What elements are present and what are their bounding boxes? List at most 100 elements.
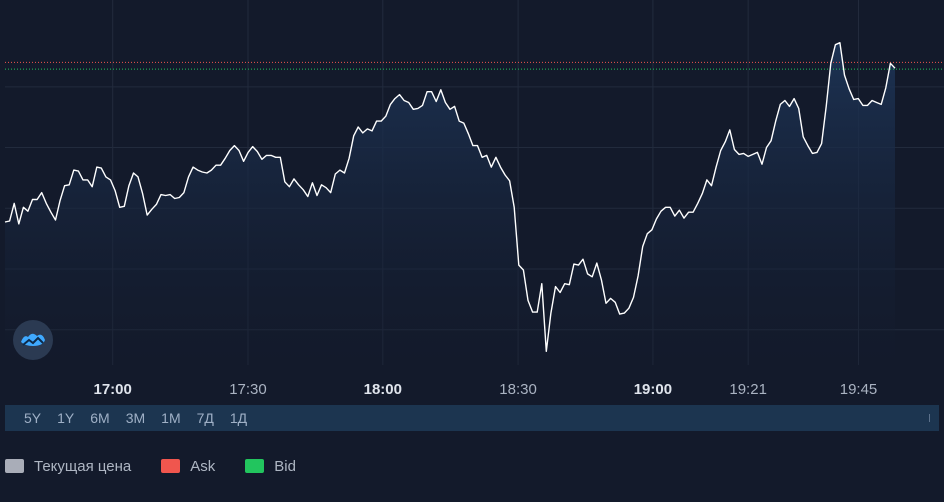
price-point	[192, 166, 195, 169]
price-point	[366, 127, 369, 130]
price-point	[453, 105, 456, 108]
price-line[interactable]	[4, 42, 896, 352]
price-point	[426, 90, 429, 93]
price-chart[interactable]: 17:00 17:30 18:00 18:30 19:00 19:21 19:45	[0, 0, 944, 400]
x-tick-label: 17:30	[229, 381, 267, 398]
legend-label-bid: Bid	[274, 457, 296, 475]
price-point	[591, 275, 594, 278]
price-point	[554, 285, 557, 288]
price-point	[857, 97, 860, 100]
x-tick-label: 19:45	[840, 381, 878, 398]
price-point	[403, 99, 406, 102]
price-point	[260, 158, 263, 161]
price-point	[114, 189, 117, 192]
price-point	[692, 211, 695, 214]
period-bar-handle[interactable]	[929, 414, 930, 422]
price-point	[829, 62, 832, 65]
price-point	[462, 122, 465, 125]
x-tick-label: 19:21	[729, 381, 767, 398]
price-point	[86, 178, 89, 181]
period-1m-button[interactable]: 1M	[161, 410, 181, 426]
price-point	[68, 183, 71, 186]
price-point	[701, 192, 704, 195]
price-point	[444, 101, 447, 104]
price-point	[242, 160, 245, 163]
period-1y-button[interactable]: 1Y	[57, 410, 75, 426]
price-point	[150, 208, 153, 211]
price-point	[783, 99, 786, 102]
price-point	[522, 269, 525, 272]
price-point	[705, 178, 708, 181]
price-point	[458, 120, 461, 123]
price-point	[834, 43, 837, 46]
price-point	[894, 67, 897, 70]
price-point	[572, 263, 575, 266]
price-point	[228, 149, 231, 152]
price-point	[256, 150, 259, 153]
price-point	[22, 206, 25, 209]
price-point	[104, 175, 107, 178]
period-6m-button[interactable]: 6M	[90, 410, 110, 426]
legend-item-bid[interactable]: Bid	[245, 458, 296, 475]
period-3m-button[interactable]: 3M	[125, 410, 146, 426]
price-point	[17, 222, 20, 225]
price-point	[320, 183, 323, 186]
price-point	[788, 105, 791, 108]
price-point	[325, 186, 328, 189]
price-point	[779, 103, 782, 106]
price-point	[806, 144, 809, 147]
price-point	[95, 166, 98, 169]
price-point	[164, 194, 167, 197]
price-point	[632, 296, 635, 299]
legend-label-current-price: Текущая цена	[34, 457, 132, 475]
price-point	[233, 144, 236, 147]
price-point	[407, 101, 410, 104]
price-point	[132, 172, 135, 175]
price-point	[82, 178, 85, 181]
price-point	[219, 164, 222, 167]
x-axis: 17:00 17:30 18:00 18:30 19:00 19:21 19:45	[94, 381, 878, 398]
period-7d-button[interactable]: 7Д	[196, 410, 214, 426]
price-point	[109, 178, 112, 181]
price-point	[49, 211, 52, 214]
period-1d-button[interactable]: 1Д	[229, 410, 248, 426]
price-point	[641, 245, 644, 248]
price-point	[31, 198, 34, 201]
price-point	[274, 156, 277, 159]
price-point	[513, 206, 516, 209]
price-point	[311, 181, 314, 184]
price-point	[687, 211, 690, 214]
price-point	[343, 172, 346, 175]
legend-item-current-price[interactable]: Текущая цена	[5, 458, 131, 475]
price-point	[568, 283, 571, 286]
price-point	[467, 132, 470, 135]
price-point	[8, 220, 11, 223]
brand-logo[interactable]	[13, 320, 53, 360]
price-point	[563, 282, 566, 285]
price-point	[178, 196, 181, 199]
legend-swatch-ask	[161, 459, 181, 473]
price-point	[774, 120, 777, 123]
period-5y-button[interactable]: 5Y	[24, 410, 42, 426]
price-point	[137, 175, 140, 178]
price-point	[40, 191, 43, 194]
price-point	[334, 173, 337, 176]
price-point	[811, 152, 814, 155]
price-point	[861, 104, 864, 107]
price-point	[793, 97, 796, 100]
price-point	[59, 199, 62, 202]
price-point	[91, 185, 94, 188]
price-point	[13, 202, 16, 205]
price-point	[582, 258, 585, 261]
price-point	[802, 135, 805, 138]
price-point	[380, 120, 383, 123]
price-point	[605, 302, 608, 305]
price-point	[848, 87, 851, 90]
price-point	[77, 170, 80, 173]
price-point	[517, 264, 520, 267]
legend-item-ask[interactable]: Ask	[161, 458, 215, 475]
price-point	[504, 174, 507, 177]
price-point	[673, 215, 676, 218]
price-point	[389, 103, 392, 106]
price-point	[118, 206, 121, 209]
